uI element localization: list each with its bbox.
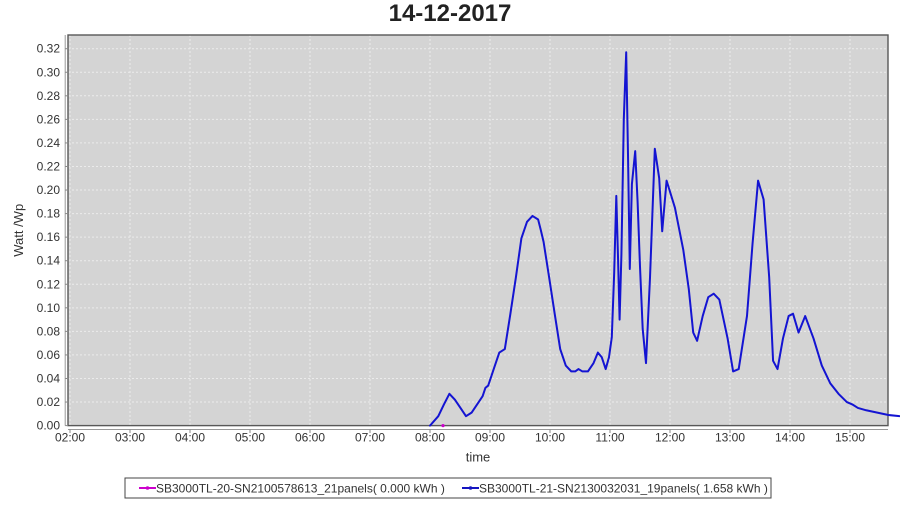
- svg-text:04:00: 04:00: [175, 431, 205, 445]
- svg-text:0.24: 0.24: [37, 136, 61, 150]
- svg-text:12:00: 12:00: [655, 431, 685, 445]
- svg-text:14-12-2017: 14-12-2017: [389, 0, 512, 27]
- svg-text:0.06: 0.06: [37, 348, 61, 362]
- svg-text:02:00: 02:00: [55, 431, 85, 445]
- svg-text:10:00: 10:00: [535, 431, 565, 445]
- svg-text:0.22: 0.22: [37, 159, 61, 173]
- svg-text:Watt /Wp: Watt /Wp: [11, 204, 26, 257]
- svg-text:14:00: 14:00: [775, 431, 805, 445]
- svg-text:03:00: 03:00: [115, 431, 145, 445]
- svg-text:08:00: 08:00: [415, 431, 445, 445]
- svg-text:13:00: 13:00: [715, 431, 745, 445]
- svg-text:0.20: 0.20: [37, 183, 61, 197]
- svg-text:time: time: [466, 450, 491, 465]
- svg-text:07:00: 07:00: [355, 431, 385, 445]
- svg-text:0.12: 0.12: [37, 277, 61, 291]
- svg-text:SB3000TL-21-SN2130032031_19pan: SB3000TL-21-SN2130032031_19panels( 1.658…: [479, 481, 768, 495]
- svg-text:SB3000TL-20-SN2100578613_21pan: SB3000TL-20-SN2100578613_21panels( 0.000…: [156, 481, 445, 495]
- svg-text:0.04: 0.04: [37, 371, 61, 385]
- svg-text:05:00: 05:00: [235, 431, 265, 445]
- svg-text:0.18: 0.18: [37, 207, 61, 221]
- svg-text:0.14: 0.14: [37, 254, 61, 268]
- svg-text:15:00: 15:00: [835, 431, 865, 445]
- svg-text:0.32: 0.32: [37, 42, 61, 56]
- svg-text:0.02: 0.02: [37, 395, 61, 409]
- svg-text:0.08: 0.08: [37, 324, 61, 338]
- svg-text:11:00: 11:00: [595, 431, 624, 445]
- svg-text:09:00: 09:00: [475, 431, 505, 445]
- svg-text:0.28: 0.28: [37, 89, 61, 103]
- svg-text:0.10: 0.10: [37, 301, 61, 315]
- svg-text:0.16: 0.16: [37, 230, 61, 244]
- svg-text:0.30: 0.30: [37, 65, 61, 79]
- svg-text:06:00: 06:00: [295, 431, 325, 445]
- svg-text:0.26: 0.26: [37, 112, 61, 126]
